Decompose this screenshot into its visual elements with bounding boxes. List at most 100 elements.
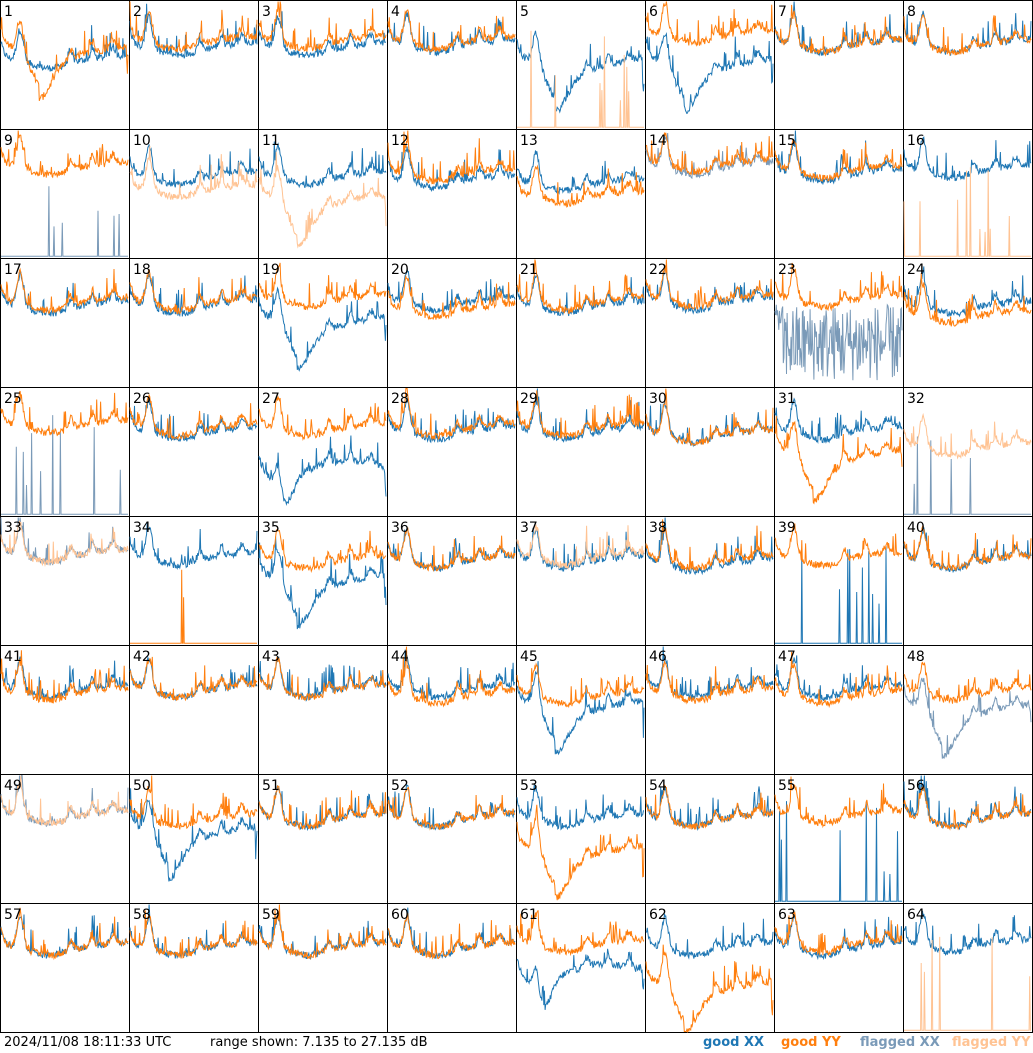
panel-48: 48 — [903, 645, 1033, 775]
panel-frame — [774, 645, 904, 775]
panel-7: 7 — [774, 0, 904, 130]
panel-label: 8 — [907, 4, 916, 20]
panel-frame — [0, 129, 130, 259]
series-xx-flagged — [904, 436, 1031, 515]
panel-31: 31 — [774, 387, 904, 517]
series-xx-good — [516, 948, 645, 1010]
series-yy-good — [129, 393, 258, 441]
panel-61: 61 — [516, 903, 646, 1033]
panel-label: 9 — [4, 133, 13, 149]
series-yy-good — [0, 17, 129, 102]
panel-frame — [129, 0, 259, 130]
panel-5: 5 — [516, 0, 646, 130]
panel-62: 62 — [645, 903, 775, 1033]
series-yy-good — [258, 1, 387, 52]
panel-frame — [0, 516, 130, 646]
series-yy-good — [258, 785, 387, 831]
panel-label: 11 — [262, 133, 280, 149]
panel-32: 32 — [903, 387, 1033, 517]
series-yy-good — [387, 274, 516, 321]
panel-frame — [645, 0, 775, 130]
panel-label: 64 — [907, 907, 925, 923]
series-yy-good — [387, 646, 516, 708]
series-yy-good — [774, 651, 903, 709]
series-yy-good — [258, 657, 387, 702]
series-xx-good — [903, 136, 1032, 182]
panel-label: 18 — [133, 262, 151, 278]
series-yy-good — [0, 130, 129, 179]
panel-53: 53 — [516, 774, 646, 904]
panel-label: 32 — [907, 391, 925, 407]
panel-23: 23 — [774, 258, 904, 388]
panel-label: 33 — [4, 520, 22, 536]
panel-21: 21 — [516, 258, 646, 388]
panel-label: 48 — [907, 649, 925, 665]
panel-54: 54 — [645, 774, 775, 904]
panel-label: 58 — [133, 907, 151, 923]
panel-label: 44 — [391, 649, 409, 665]
panel-label: 28 — [391, 391, 409, 407]
panel-frame — [645, 387, 775, 517]
panel-30: 30 — [645, 387, 775, 517]
series-xx-good — [774, 397, 903, 444]
panel-label: 7 — [778, 4, 787, 20]
series-yy-good — [645, 388, 774, 447]
panel-42: 42 — [129, 645, 259, 775]
panel-frame — [903, 129, 1033, 259]
series-yy-good — [645, 1, 774, 47]
panel-label: 52 — [391, 778, 409, 794]
series-yy-good — [774, 523, 903, 570]
panel-label: 34 — [133, 520, 151, 536]
panel-35: 35 — [258, 516, 388, 646]
panel-36: 36 — [387, 516, 517, 646]
panel-39: 39 — [774, 516, 904, 646]
panel-label: 4 — [391, 4, 400, 20]
panel-frame — [516, 903, 646, 1033]
timestamp: 2024/11/08 18:11:33 UTC — [4, 1035, 172, 1050]
series-xx-good — [129, 788, 258, 882]
series-yy-good — [516, 164, 645, 208]
series-xx-good — [516, 30, 645, 114]
panel-label: 63 — [778, 907, 796, 923]
panel-44: 44 — [387, 645, 517, 775]
panel-57: 57 — [0, 903, 130, 1033]
panel-60: 60 — [387, 903, 517, 1033]
series-yy-good — [258, 262, 387, 311]
series-yy-good — [516, 662, 645, 709]
series-xx-good — [258, 141, 387, 189]
panel-17: 17 — [0, 258, 130, 388]
series-xx-good — [645, 913, 774, 960]
panel-46: 46 — [645, 645, 775, 775]
panel-label: 1 — [4, 4, 13, 20]
panel-4: 4 — [387, 0, 517, 130]
series-yy-flagged — [903, 167, 1031, 257]
series-yy-flagged — [129, 145, 258, 201]
panel-34: 34 — [129, 516, 259, 646]
footer-bar: 2024/11/08 18:11:33 UTC range shown: 7.1… — [0, 1034, 1033, 1053]
panel-label: 6 — [649, 4, 658, 20]
panel-29: 29 — [516, 387, 646, 517]
panel-frame — [903, 387, 1033, 517]
series-xx-good — [129, 144, 258, 188]
series-yy-good — [645, 132, 774, 176]
panel-frame — [129, 774, 259, 904]
series-xx-good — [516, 661, 645, 756]
panel-11: 11 — [258, 129, 388, 259]
series-xx-good — [258, 11, 387, 59]
panel-label: 46 — [649, 649, 667, 665]
panel-label: 23 — [778, 262, 796, 278]
series-yy-good — [774, 776, 903, 829]
panel-frame — [258, 516, 388, 646]
panel-label: 61 — [520, 907, 538, 923]
panel-13: 13 — [516, 129, 646, 259]
panel-label: 39 — [778, 520, 796, 536]
legend-flagged-xx: flagged XX — [860, 1035, 940, 1050]
series-xx-good — [774, 914, 903, 961]
series-xx-good — [258, 536, 387, 630]
panel-label: 3 — [262, 4, 271, 20]
panel-label: 15 — [778, 133, 796, 149]
legend-good-yy: good YY — [781, 1035, 841, 1050]
series-xx-flagged — [1, 415, 128, 515]
